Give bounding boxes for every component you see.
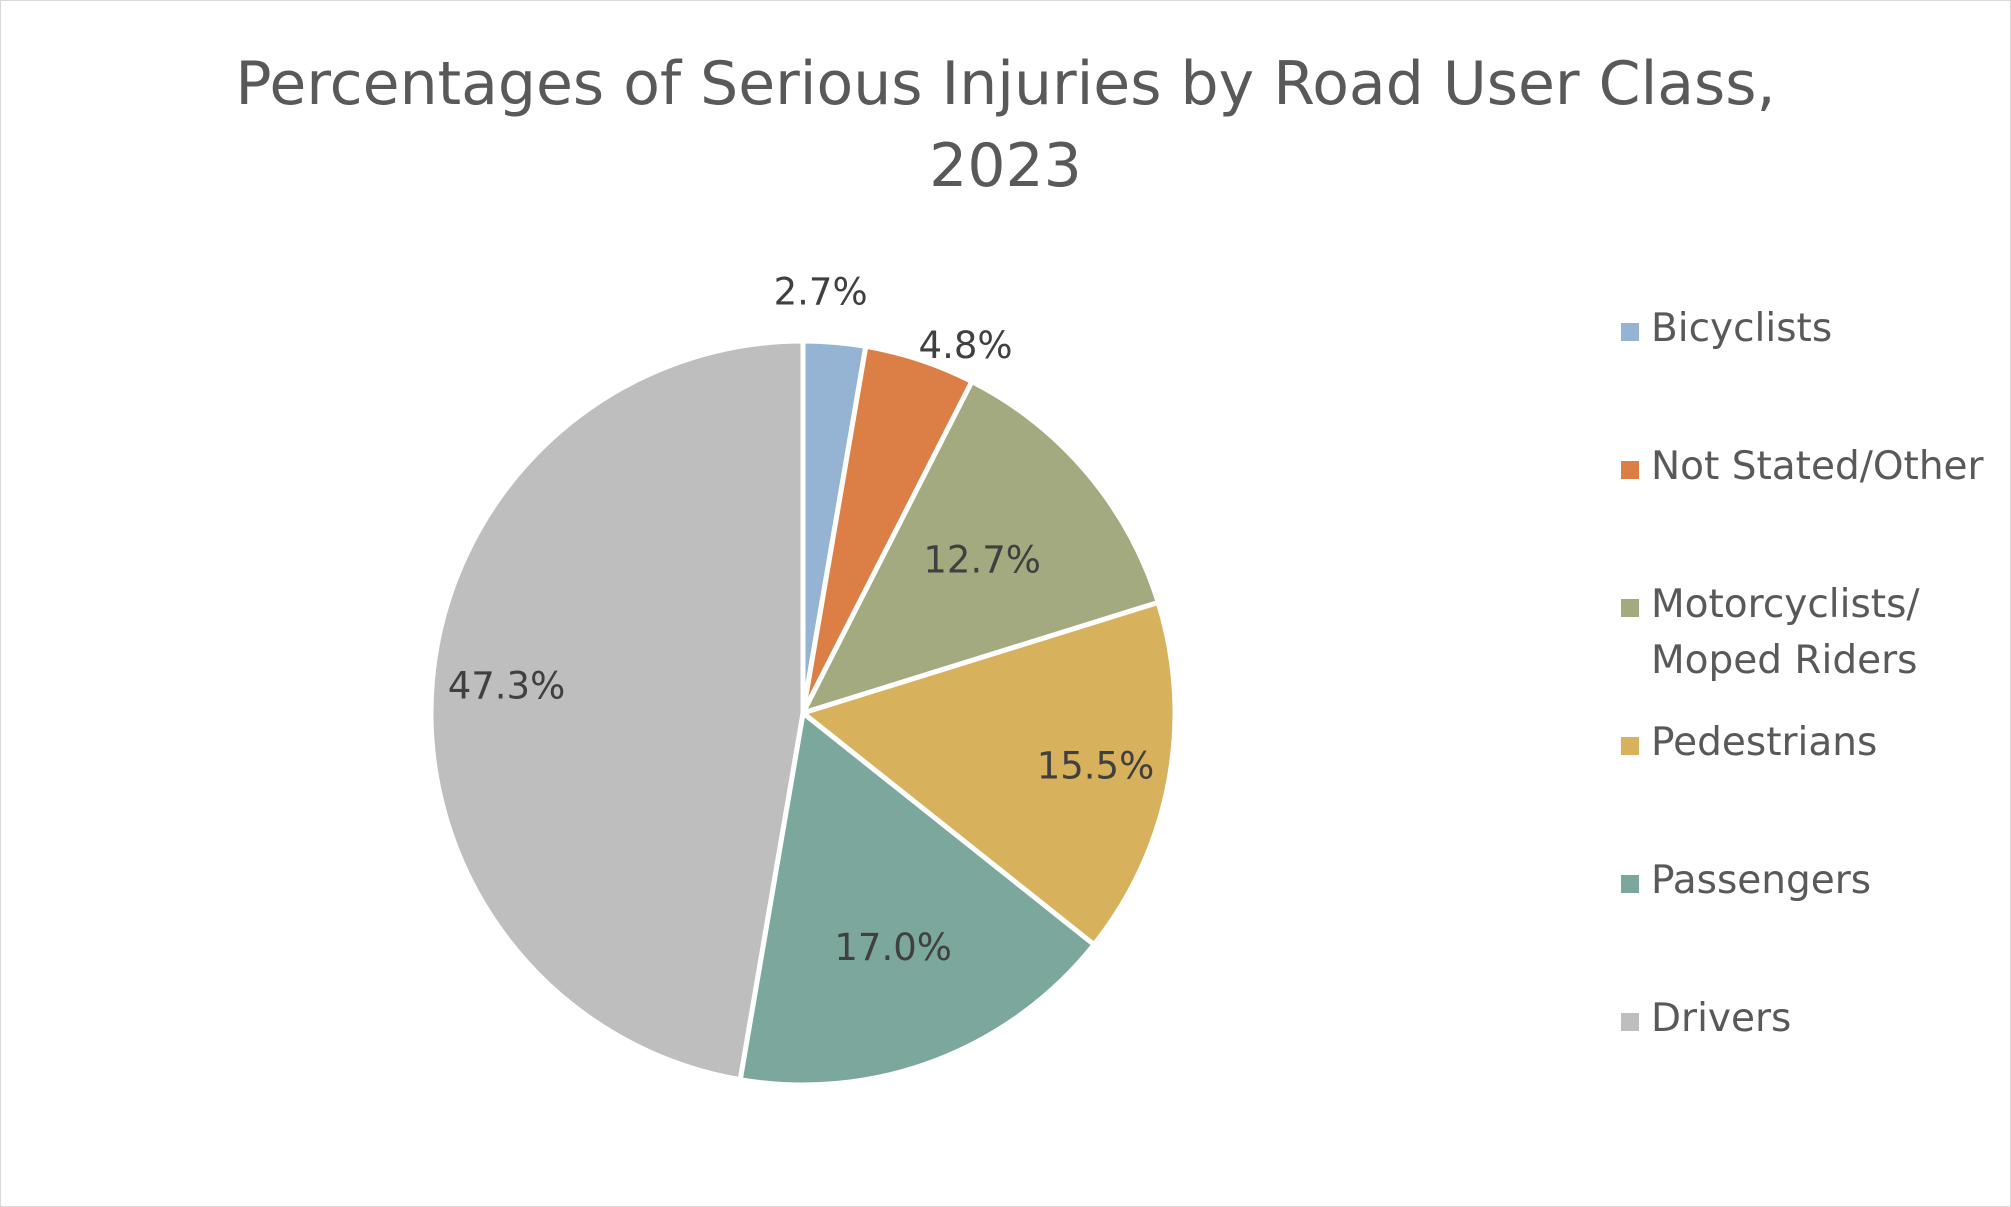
data-label-bicyclists: 2.7%: [774, 271, 868, 314]
legend-label-drivers: Drivers: [1651, 996, 1792, 1041]
chart-title: Percentages of Serious Injuries by Road …: [1, 43, 2010, 207]
legend-swatch-motorcyclists-moped-riders: [1621, 599, 1639, 617]
legend-label-passengers: Passengers: [1651, 858, 1872, 903]
data-label-not-stated-other: 4.8%: [919, 324, 1013, 367]
legend-swatch-pedestrians: [1621, 737, 1639, 755]
legend-swatch-bicyclists: [1621, 323, 1639, 341]
legend-label-not-stated-other: Not Stated/Other: [1651, 444, 1984, 489]
legend-label-motorcyclists-moped-riders-line-1: Motorcyclists/: [1651, 582, 1920, 627]
legend-label-pedestrians: Pedestrians: [1651, 720, 1878, 765]
legend-label-motorcyclists-moped-riders-line-2: Moped Riders: [1651, 638, 1918, 683]
legend-swatch-drivers: [1621, 1013, 1639, 1031]
chart-title-line-1: Percentages of Serious Injuries by Road …: [235, 49, 1776, 119]
data-label-drivers: 47.3%: [448, 664, 566, 707]
legend-label-bicyclists: Bicyclists: [1651, 306, 1833, 351]
data-label-passengers: 17.0%: [834, 926, 952, 969]
chart-title-line-2: 2023: [929, 131, 1082, 201]
pie-slice-pedestrians: [800, 600, 1178, 948]
data-label-motorcyclists-moped-riders: 12.7%: [923, 538, 1041, 581]
pie-slice-drivers: [428, 338, 806, 1083]
pie-slice-motorcyclists-moped-riders: [800, 379, 1161, 716]
data-label-pedestrians: 15.5%: [1037, 744, 1155, 787]
legend-swatch-not-stated-other: [1621, 461, 1639, 479]
pie-slice-passengers: [737, 710, 1097, 1088]
legend-swatch-passengers: [1621, 875, 1639, 893]
